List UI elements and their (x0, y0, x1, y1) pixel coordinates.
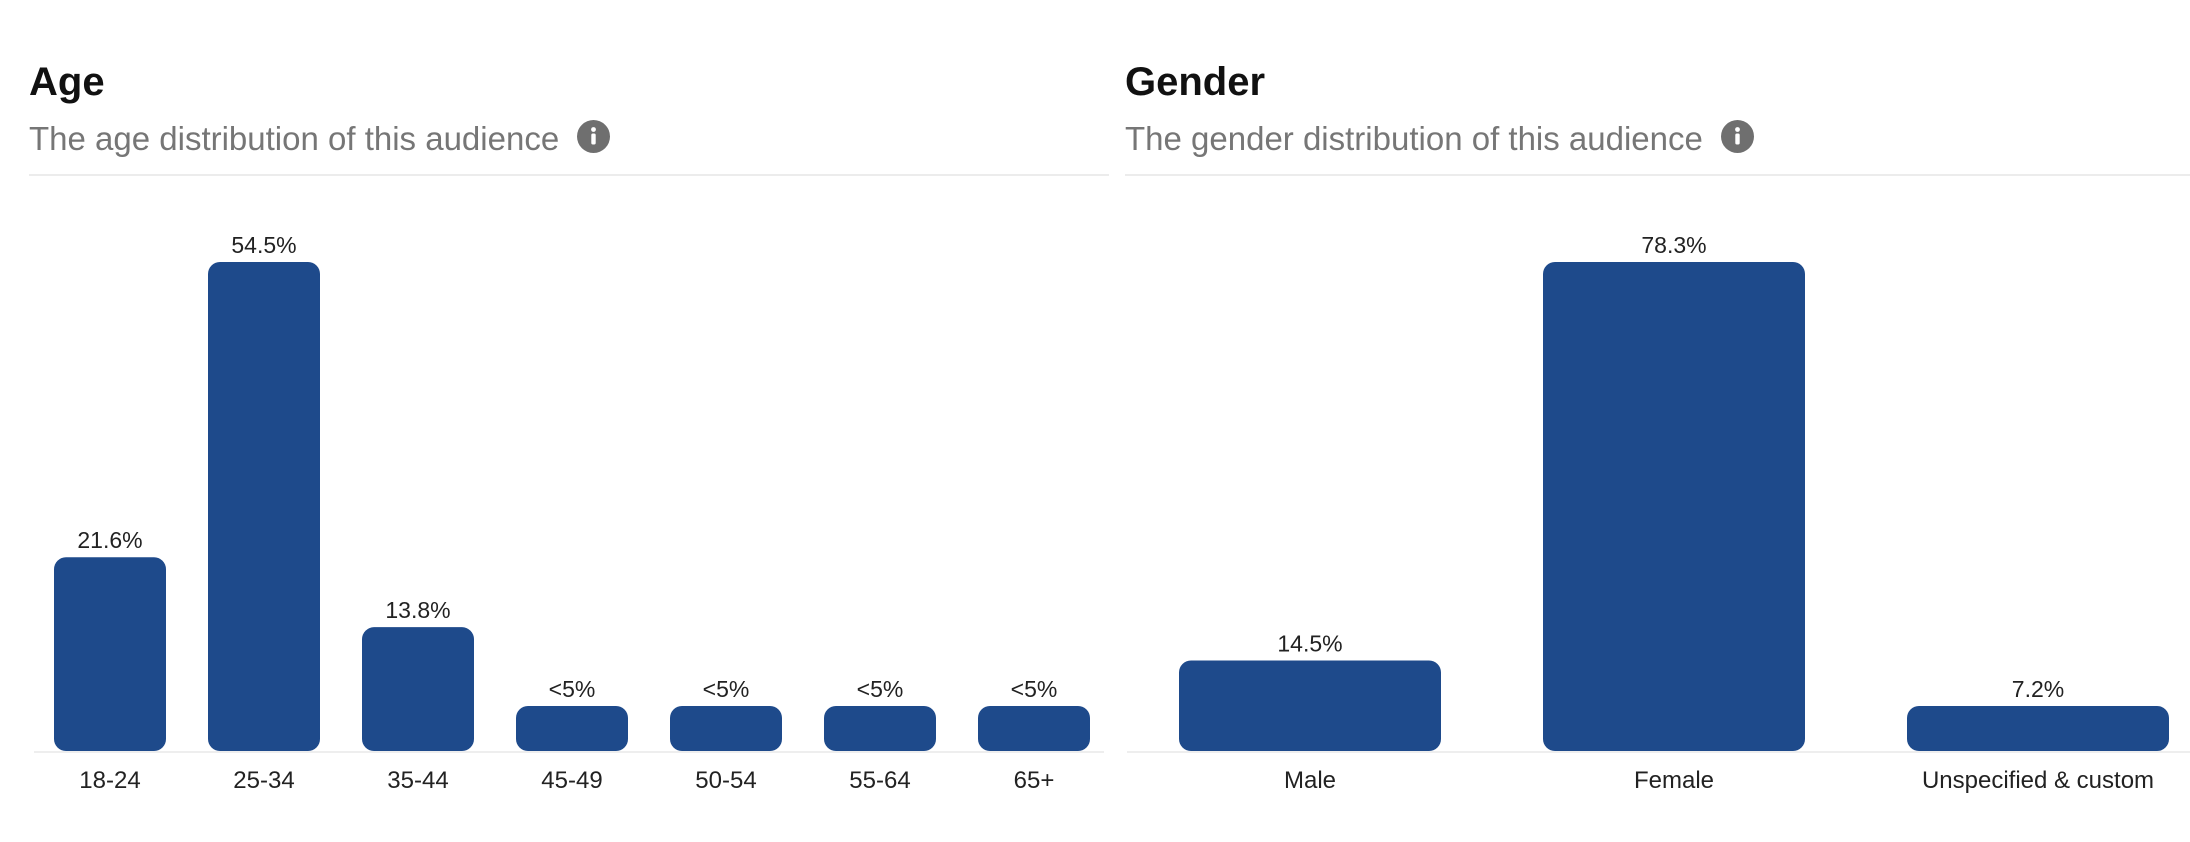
gender-subtitle: The gender distribution of this audience (1125, 120, 1703, 157)
age-bar-value-label: 13.8% (385, 597, 450, 623)
age-subtitle: The age distribution of this audience (29, 120, 560, 157)
age-category-label: 35-44 (387, 767, 448, 794)
age-bar-value-label: <5% (549, 676, 596, 702)
age-bar-value-label: 21.6% (77, 527, 142, 553)
age-bar-chart: 21.6% 18-24 54.5% 25-34 13.8% 35-44 <5% 45-49 <5… (34, 232, 1104, 794)
gender-category-label: Female (1634, 767, 1714, 794)
age-bar-value-label: 54.5% (231, 232, 296, 258)
age-subtitle-row: The age distribution of this audience (29, 118, 611, 160)
gender-bar-value-label: 14.5% (1277, 630, 1342, 656)
age-category-label: 25-34 (233, 767, 294, 794)
age-bar-35-44 (362, 627, 474, 751)
gender-bar-value-label: 78.3% (1641, 232, 1706, 258)
info-icon[interactable] (1720, 119, 1754, 153)
age-category-label: 55-64 (849, 767, 910, 794)
age-bar-value-label: <5% (857, 676, 904, 702)
age-category-label: 50-54 (695, 767, 756, 794)
age-bar-18-24 (54, 557, 166, 751)
age-title: Age (29, 60, 105, 104)
age-divider (29, 174, 1109, 176)
gender-divider (1125, 174, 2190, 176)
gender-bar-male (1179, 660, 1441, 751)
age-bar-25-34 (208, 262, 320, 751)
age-category-label: 45-49 (541, 767, 602, 794)
age-bar-50-54 (670, 706, 782, 751)
gender-bar-female (1543, 262, 1805, 751)
age-bar-65- (978, 706, 1090, 751)
gender-category-label: Unspecified & custom (1922, 767, 2154, 794)
gender-bar-value-label: 7.2% (2012, 676, 2064, 702)
age-bar-45-49 (516, 706, 628, 751)
age-category-label: 18-24 (79, 767, 140, 794)
gender-bar-chart: 14.5% Male 78.3% Female 7.2% Unspecified & cu… (1127, 232, 2190, 794)
gender-bar-unspecified-custom (1907, 706, 2169, 751)
gender-category-label: Male (1284, 767, 1336, 794)
age-panel: Age The age distribution of this audienc… (29, 0, 1109, 842)
age-bar-value-label: <5% (703, 676, 750, 702)
gender-title: Gender (1125, 60, 1266, 104)
age-bar-55-64 (824, 706, 936, 751)
gender-subtitle-row: The gender distribution of this audience (1125, 118, 1754, 160)
age-category-label: 65+ (1014, 767, 1055, 794)
info-icon[interactable] (577, 119, 611, 153)
gender-panel: Gender The gender distribution of this a… (1125, 0, 2190, 842)
age-bar-value-label: <5% (1011, 676, 1058, 702)
